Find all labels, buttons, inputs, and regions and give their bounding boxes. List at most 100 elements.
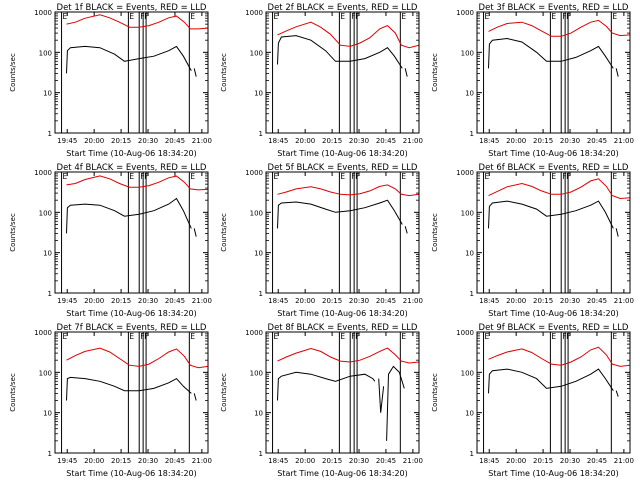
series-line-lld xyxy=(277,184,419,197)
marker-label: F xyxy=(351,172,355,181)
x-tick-label: 20:30 xyxy=(138,137,158,145)
y-tick-label: 10 xyxy=(465,250,474,258)
marker-label: E xyxy=(63,172,68,181)
series-line-events xyxy=(66,197,192,234)
marker-label: E xyxy=(190,332,195,341)
x-tick-label: 20:15 xyxy=(533,137,553,145)
marker-label: E xyxy=(274,12,279,21)
x-tick-label: 18:45 xyxy=(268,457,288,465)
marker-label: E xyxy=(401,172,406,181)
marker-label: E xyxy=(63,12,68,21)
series-line-events xyxy=(488,37,614,69)
marker-label: F xyxy=(140,332,144,341)
x-tick-label: 20:00 xyxy=(84,137,104,145)
y-tick-label: 100 xyxy=(461,369,474,377)
series-line-events xyxy=(404,68,408,77)
x-tick-label: 20:15 xyxy=(322,137,342,145)
y-tick-label: 1 xyxy=(259,450,263,458)
chart-panel-3: Det 3f BLACK = Events, RED = LLD Counts/s… xyxy=(431,3,634,158)
x-tick-label: 20:15 xyxy=(322,457,342,465)
x-axis-label: Start Time (10-Aug-06 18:34:20) xyxy=(488,309,619,318)
x-tick-label: 20:45 xyxy=(376,297,396,305)
y-axis-label: Counts/sec xyxy=(9,213,17,252)
y-tick-label: 1000 xyxy=(456,169,474,177)
x-tick-label: 20:00 xyxy=(506,297,526,305)
marker-label: E xyxy=(340,332,345,341)
series-line-events xyxy=(378,378,385,413)
marker-label: E xyxy=(340,12,345,21)
x-tick-label: 21:00 xyxy=(614,137,634,145)
y-tick-label: 100 xyxy=(250,369,263,377)
y-tick-label: 100 xyxy=(461,49,474,57)
series-line-lld xyxy=(488,346,630,367)
x-tick-label: 19:45 xyxy=(57,457,77,465)
x-tick-label: 20:30 xyxy=(349,457,369,465)
x-tick-label: 20:45 xyxy=(376,457,396,465)
plot-frame xyxy=(54,331,209,454)
marker-label: E xyxy=(340,172,345,181)
series-line-events xyxy=(193,68,197,77)
x-tick-label: 18:45 xyxy=(268,297,288,305)
series-line-events xyxy=(404,226,408,234)
x-tick-label: 20:45 xyxy=(587,297,607,305)
y-tick-label: 100 xyxy=(250,49,263,57)
series-line-lld xyxy=(488,19,630,37)
x-tick-label: 21:00 xyxy=(614,457,634,465)
x-tick-label: 20:00 xyxy=(295,457,315,465)
x-axis-label: Start Time (10-Aug-06 18:34:20) xyxy=(66,469,197,478)
y-tick-label: 1 xyxy=(470,130,474,138)
chart-panel-8: Det 8f BLACK = Events, RED = LLD Counts/s… xyxy=(220,323,423,478)
y-tick-label: 10 xyxy=(254,250,263,258)
y-axis-label: Counts/sec xyxy=(220,373,228,412)
marker-label: E xyxy=(551,12,556,21)
y-tick-label: 1 xyxy=(259,290,263,298)
x-tick-label: 20:45 xyxy=(587,457,607,465)
marker-label: E xyxy=(612,332,617,341)
y-axis-label: Counts/sec xyxy=(220,53,228,92)
y-tick-label: 1000 xyxy=(456,9,474,17)
series-line-lld xyxy=(277,21,419,49)
x-tick-label: 20:00 xyxy=(295,137,315,145)
x-tick-label: 20:30 xyxy=(138,457,158,465)
x-tick-label: 21:00 xyxy=(192,457,212,465)
x-axis-label: Start Time (10-Aug-06 18:34:20) xyxy=(277,309,408,318)
x-tick-label: 20:00 xyxy=(506,137,526,145)
marker-label: E xyxy=(129,172,134,181)
y-axis-label: Counts/sec xyxy=(9,53,17,92)
x-axis-label: Start Time (10-Aug-06 18:34:20) xyxy=(66,309,197,318)
x-tick-label: 20:30 xyxy=(560,137,580,145)
y-tick-label: 1 xyxy=(48,290,52,298)
plot-frame xyxy=(265,331,420,454)
y-tick-label: 1000 xyxy=(456,329,474,337)
series-line-lld xyxy=(66,14,208,30)
chart-title: Det 6f BLACK = Events, RED = LLD xyxy=(479,163,629,173)
x-tick-label: 21:00 xyxy=(403,137,423,145)
chart-panel-7: Det 7f BLACK = Events, RED = LLD Counts/s… xyxy=(9,323,212,478)
chart-title: Det 2f BLACK = Events, RED = LLD xyxy=(268,3,418,13)
y-tick-label: 1000 xyxy=(245,169,263,177)
x-tick-label: 20:30 xyxy=(138,297,158,305)
y-axis-label: Counts/sec xyxy=(431,373,439,412)
plot-frame xyxy=(476,331,631,454)
series-line-lld xyxy=(488,178,630,200)
x-tick-label: 20:45 xyxy=(165,137,185,145)
marker-label: F xyxy=(351,12,355,21)
x-tick-label: 20:15 xyxy=(111,297,131,305)
x-tick-label: 20:15 xyxy=(533,297,553,305)
x-tick-label: 20:15 xyxy=(322,297,342,305)
chart-title: Det 4f BLACK = Events, RED = LLD xyxy=(57,163,207,173)
chart-panel-5: Det 5f BLACK = Events, RED = LLD Counts/s… xyxy=(220,163,423,318)
marker-label: F xyxy=(562,12,566,21)
series-line-events xyxy=(277,199,403,229)
x-tick-label: 21:00 xyxy=(403,457,423,465)
x-tick-label: 21:00 xyxy=(192,137,212,145)
x-tick-label: 18:45 xyxy=(268,137,288,145)
x-axis-label: Start Time (10-Aug-06 18:34:20) xyxy=(277,469,408,478)
x-tick-label: 20:00 xyxy=(295,297,315,305)
chart-title: Det 7f BLACK = Events, RED = LLD xyxy=(57,323,207,333)
x-tick-label: 18:45 xyxy=(479,457,499,465)
marker-label: E xyxy=(401,12,406,21)
x-tick-label: 21:00 xyxy=(614,297,634,305)
